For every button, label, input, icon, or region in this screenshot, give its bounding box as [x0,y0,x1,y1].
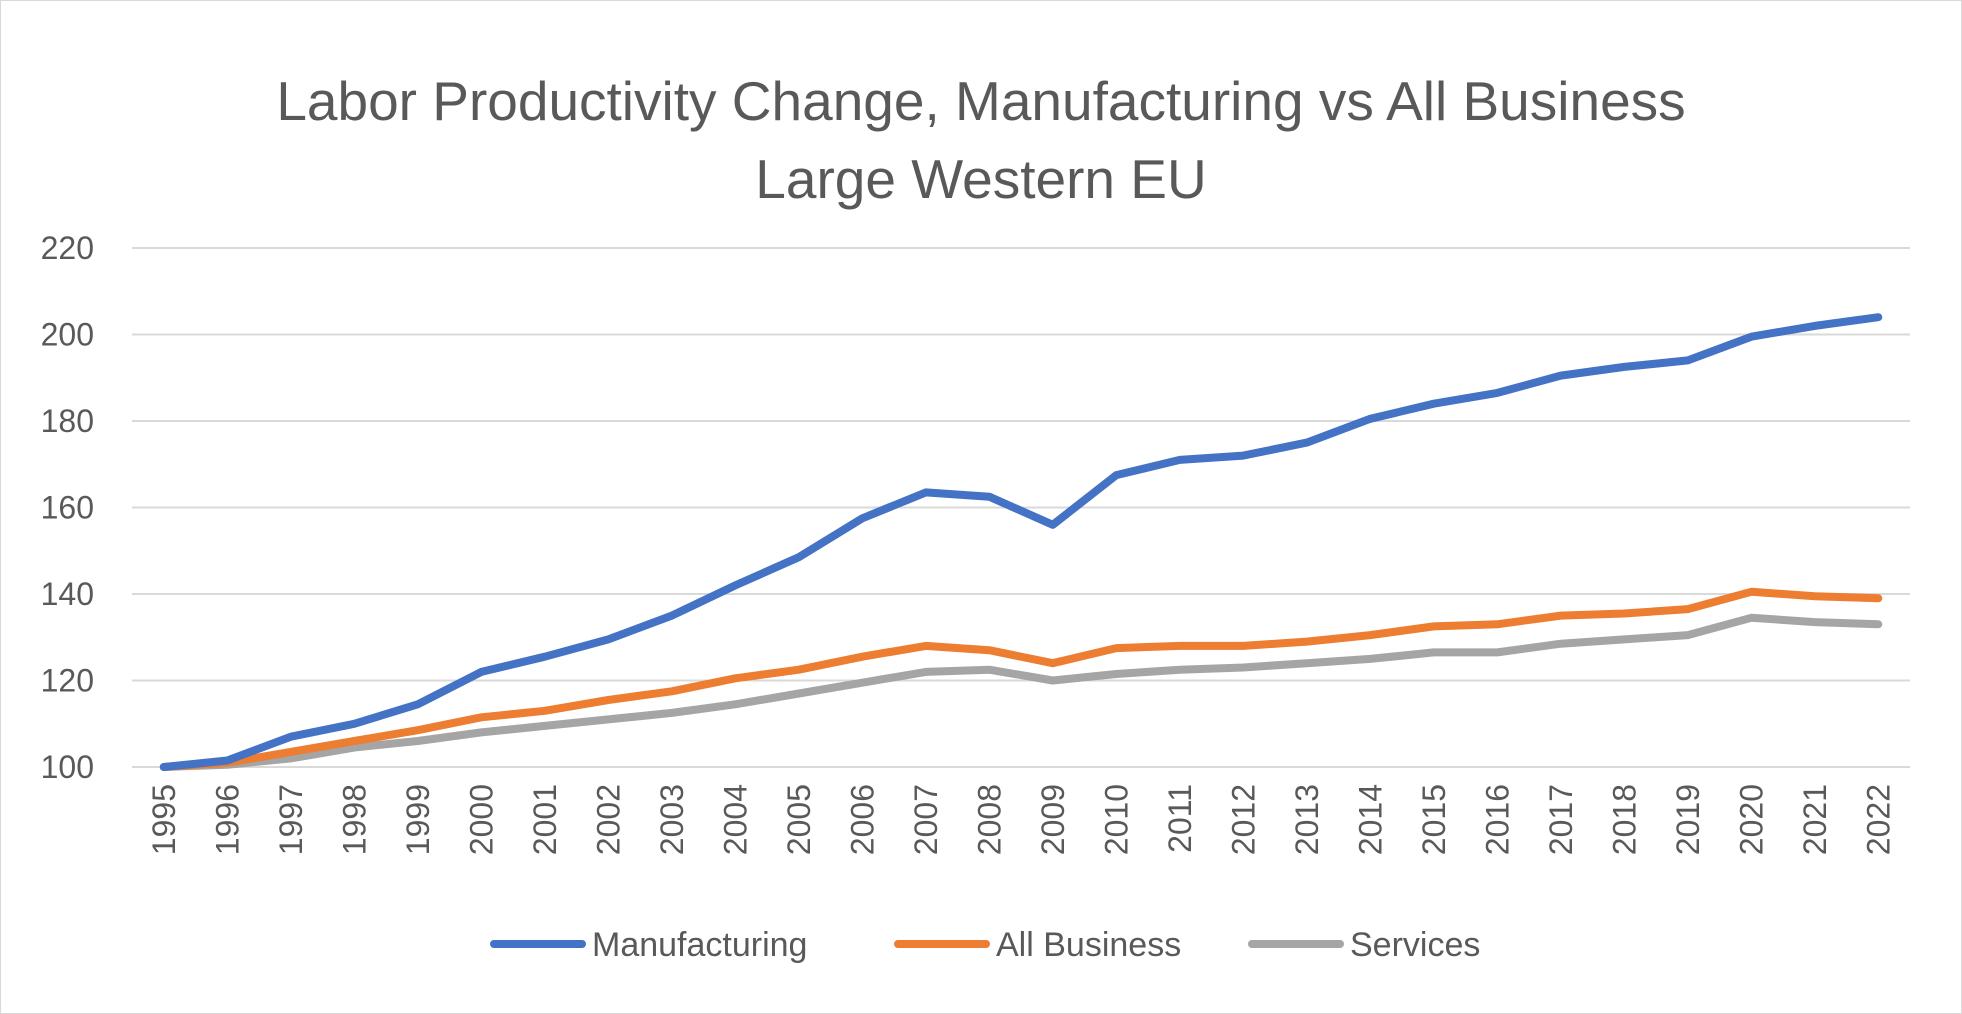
chart-title: Labor Productivity Change, Manufacturing… [276,70,1686,132]
x-tick-label: 2018 [1606,784,1642,855]
x-tick-label: 1997 [273,784,309,855]
y-tick-label: 160 [41,490,94,526]
x-tick-label: 2005 [781,784,817,855]
x-tick-label: 2006 [844,784,880,855]
chart-title-block: Labor Productivity Change, Manufacturing… [0,62,1962,218]
chart-subtitle: Large Western EU [755,148,1207,210]
series-lines [159,313,1883,771]
x-tick-label: 1995 [146,784,182,855]
x-tick-label: 2019 [1670,784,1706,855]
x-tick-label: 2013 [1289,784,1325,855]
series-line-manufacturing [159,313,1883,771]
x-tick-label: 2017 [1543,784,1579,855]
x-axis-ticks: 1995 1996 1997 1998 1999 2000 2001 2002 2003 2004… [146,784,1897,855]
x-tick-label: 1998 [336,784,372,855]
y-tick-label: 220 [41,230,94,266]
y-tick-label: 180 [41,403,94,439]
x-tick-label: 1996 [209,784,245,855]
x-tick-label: 2012 [1225,784,1261,855]
x-tick-label: 2002 [590,784,626,855]
x-tick-label: 1999 [400,784,436,855]
y-axis-ticks: 100 120 140 160 180 200 220 [41,230,94,785]
x-tick-label: 2016 [1479,784,1515,855]
x-tick-label: 2009 [1035,784,1071,855]
y-tick-label: 200 [41,317,94,353]
y-tick-label: 100 [41,749,94,785]
x-tick-label: 2007 [908,784,944,855]
legend-label: All Business [996,926,1181,964]
x-tick-label: 2003 [654,784,690,855]
x-tick-label: 2021 [1797,784,1833,855]
x-tick-label: 2008 [971,784,1007,855]
x-tick-label: 2004 [717,784,753,855]
y-tick-label: 140 [41,576,94,612]
legend: Manufacturing All Business Services [490,926,1480,964]
x-tick-label: 2001 [527,784,563,855]
y-tick-label: 120 [41,663,94,699]
x-tick-label: 2015 [1416,784,1452,855]
series-line-all-business [159,587,1883,771]
x-tick-label: 2014 [1352,784,1388,855]
x-tick-label: 2010 [1098,784,1134,855]
legend-label: Services [1350,926,1480,964]
series-line-services [159,613,1883,771]
x-tick-label: 2020 [1733,784,1769,855]
x-tick-label: 2011 [1162,784,1198,853]
x-tick-label: 2022 [1860,784,1896,855]
x-tick-label: 2000 [463,784,499,855]
legend-label: Manufacturing [592,926,807,964]
